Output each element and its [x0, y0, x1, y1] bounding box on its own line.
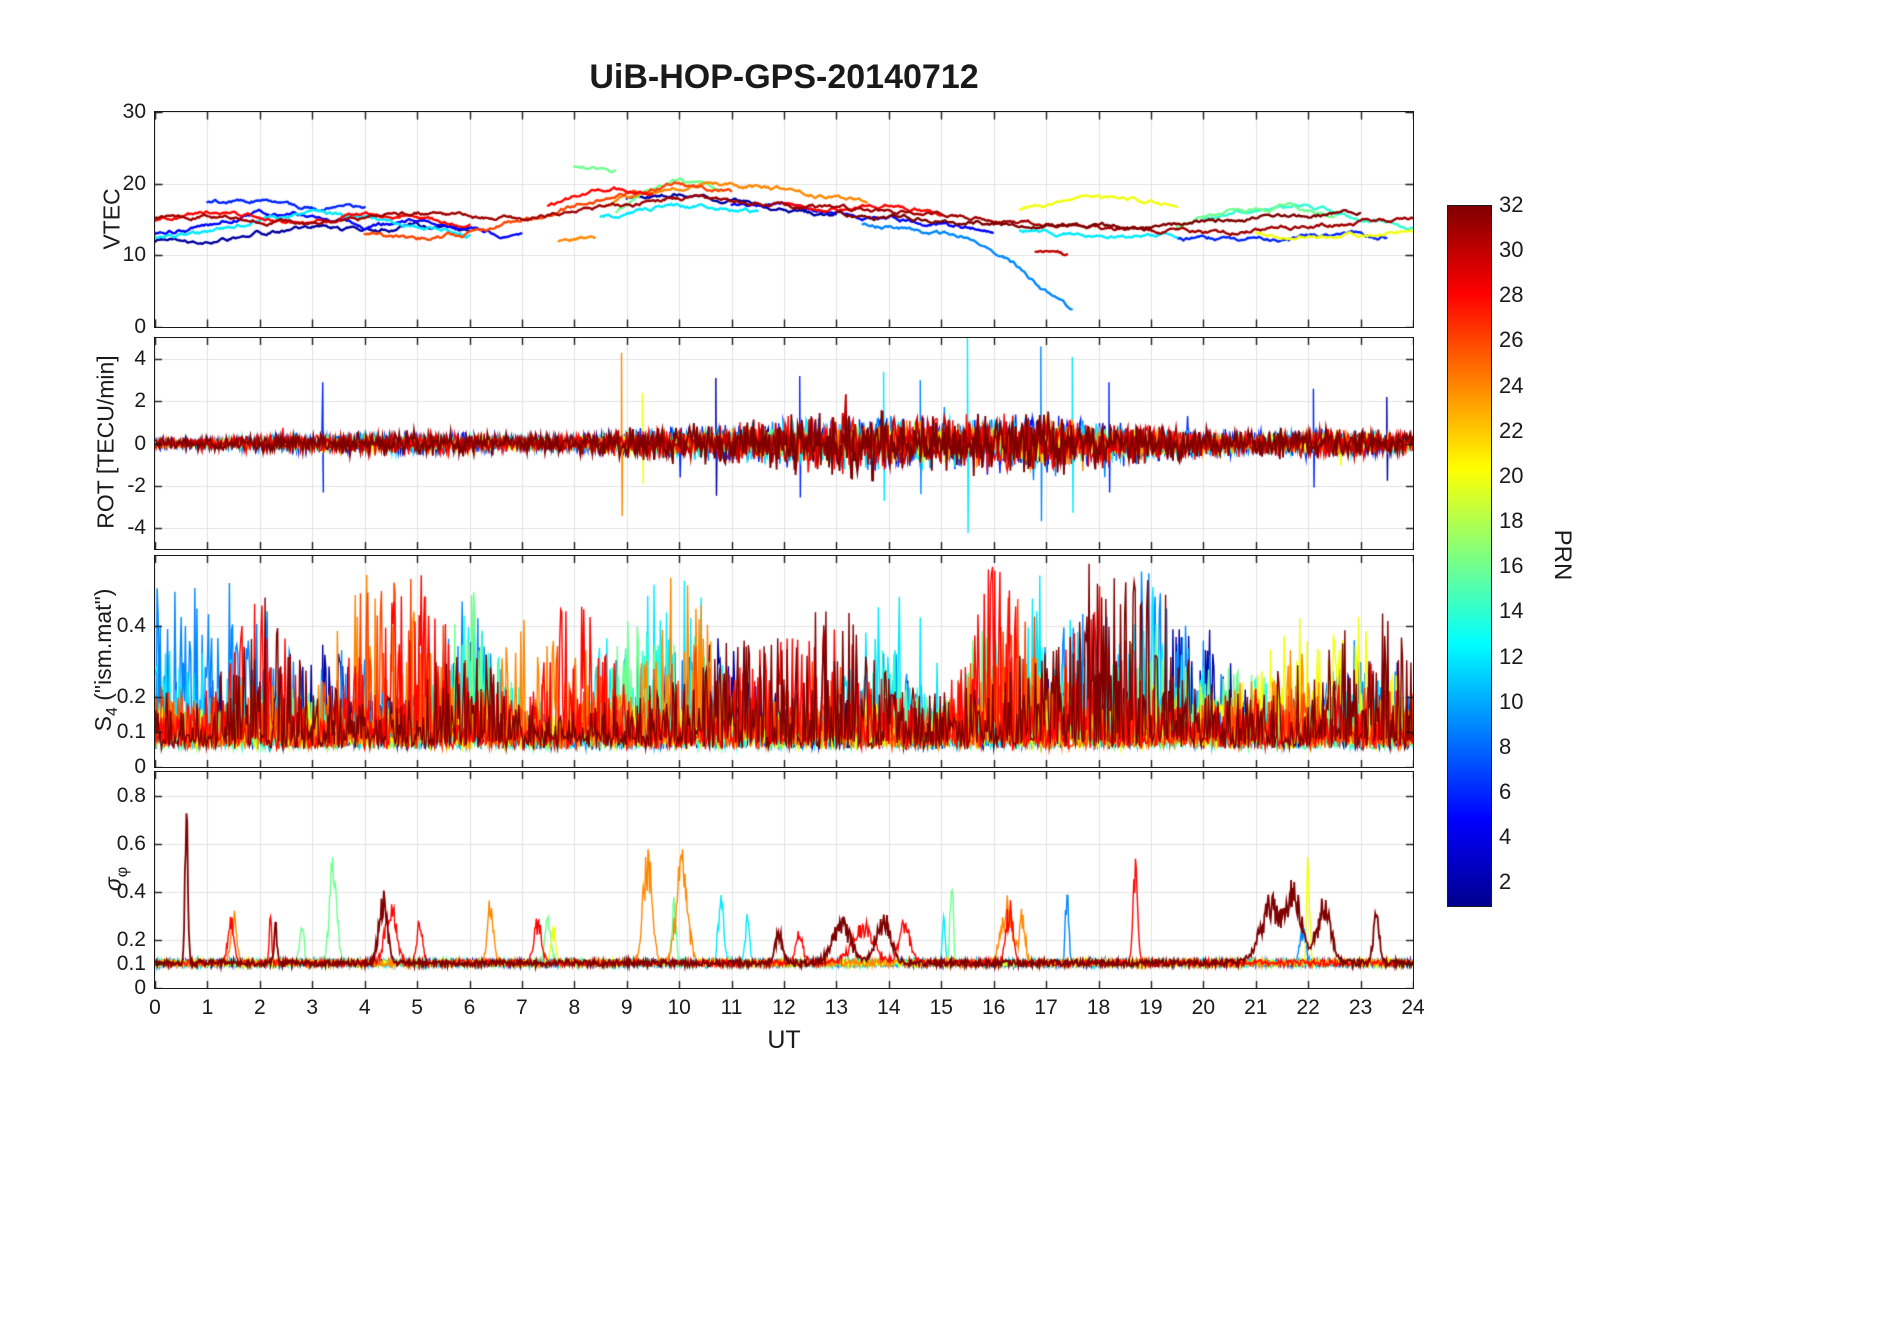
y-tick-label-panel2: 0.4	[116, 614, 146, 638]
x-axis-label: UT	[767, 1026, 801, 1054]
y-axis-label-vtec-text: VTEC	[98, 188, 125, 250]
x-tick-label: 14	[877, 996, 901, 1019]
x-tick-label: 24	[1401, 996, 1425, 1019]
y-axis-label-rot: ROT [TECU/min]	[93, 355, 120, 528]
colorbar-tick-label: 26	[1499, 327, 1524, 353]
x-tick-label: 7	[516, 996, 528, 1019]
x-tick-label: 9	[620, 996, 633, 1019]
sigma-phi-canvas	[155, 772, 1413, 988]
x-tick-label: 15	[929, 996, 953, 1019]
y-tick-label-panel0: 10	[122, 243, 146, 267]
x-tick-label: 22	[1296, 996, 1320, 1019]
colorbar	[1447, 205, 1492, 907]
x-tick-label: 23	[1348, 996, 1373, 1019]
y-tick-label-panel3: 0.8	[116, 784, 146, 807]
x-tick-label: 16	[981, 996, 1006, 1019]
colorbar-tick-label: 2	[1499, 869, 1512, 895]
x-tick-label: 11	[720, 996, 743, 1019]
colorbar-tick-label: 30	[1499, 237, 1524, 263]
s4-label-suffix: ("ism.mat")	[90, 588, 117, 708]
y-tick-label-panel3: 0.6	[116, 832, 146, 855]
colorbar-label: PRN	[1549, 529, 1576, 581]
colorbar-tick-label: 16	[1499, 553, 1524, 579]
x-tick-label: 1	[201, 996, 214, 1019]
x-tick-label: 21	[1244, 996, 1268, 1019]
colorbar-tick-label: 6	[1499, 779, 1512, 805]
x-tick-label: 12	[772, 996, 796, 1019]
panel-vtec	[154, 111, 1414, 328]
x-tick-label: 18	[1086, 996, 1111, 1019]
y-tick-label-panel2: 0.2	[116, 684, 146, 708]
colorbar-tick-label: 4	[1499, 824, 1512, 850]
y-tick-label-panel3: 0	[134, 976, 146, 999]
y-tick-label-panel1: 4	[134, 347, 146, 371]
sigma-label-subscript: φ	[113, 866, 131, 878]
x-tick-label: 19	[1139, 996, 1163, 1019]
y-tick-label-panel1: 2	[134, 389, 146, 413]
colorbar-gradient	[1448, 206, 1491, 906]
y-tick-label-panel0: 0	[134, 315, 146, 338]
y-axis-label-s4: S4 ("ism.mat")	[90, 589, 122, 732]
colorbar-tick-label: 18	[1499, 508, 1524, 534]
x-tick-label: 8	[568, 996, 581, 1019]
y-tick-label-panel3: 0.2	[116, 928, 146, 951]
y-tick-label-panel0: 30	[122, 100, 146, 123]
y-tick-label-panel2: 0.1	[116, 719, 146, 743]
s4-label-letter: S	[90, 716, 117, 732]
x-tick-label: 2	[253, 996, 266, 1019]
y-tick-label-panel3: 0.1	[116, 952, 146, 975]
y-tick-label-panel1: -2	[127, 473, 146, 497]
x-tick-label: 4	[358, 996, 371, 1019]
colorbar-tick-label: 8	[1499, 733, 1512, 759]
colorbar-tick-label: 32	[1499, 192, 1524, 217]
x-tick-label: 0	[149, 996, 161, 1019]
y-tick-label-panel0: 20	[122, 171, 146, 195]
y-axis-label-rot-text: ROT [TECU/min]	[92, 355, 119, 529]
y-tick-label-panel1: -4	[127, 515, 146, 539]
x-tick-label: 17	[1034, 996, 1058, 1019]
panel-rot	[154, 337, 1414, 550]
y-axis-label-vtec: VTEC	[99, 188, 126, 249]
s4-canvas	[155, 556, 1413, 767]
x-tick-label: 13	[824, 996, 849, 1019]
chart-title: UiB-HOP-GPS-20140712	[589, 58, 979, 96]
colorbar-tick-label: 22	[1499, 417, 1524, 443]
colorbar-tick-label: 28	[1499, 282, 1524, 308]
x-tick-label: 10	[667, 996, 691, 1019]
y-tick-label-panel2: 0	[134, 755, 146, 778]
panel-s4	[154, 555, 1414, 768]
colorbar-tick-label: 14	[1499, 598, 1524, 624]
y-tick-label-panel1: 0	[134, 431, 146, 455]
x-tick-label: 5	[411, 996, 423, 1019]
colorbar-tick-label: 20	[1499, 462, 1524, 488]
x-tick-label: 20	[1191, 996, 1216, 1019]
panel-sigma-phi	[154, 771, 1414, 989]
x-tick-label: 6	[463, 996, 476, 1019]
rot-canvas	[155, 338, 1413, 549]
x-tick-label: 3	[306, 996, 319, 1019]
vtec-canvas	[155, 112, 1413, 327]
y-tick-label-panel3: 0.4	[116, 880, 146, 903]
colorbar-tick-label: 12	[1499, 643, 1524, 669]
colorbar-tick-label: 24	[1499, 372, 1524, 398]
colorbar-tick-label: 10	[1499, 688, 1524, 714]
